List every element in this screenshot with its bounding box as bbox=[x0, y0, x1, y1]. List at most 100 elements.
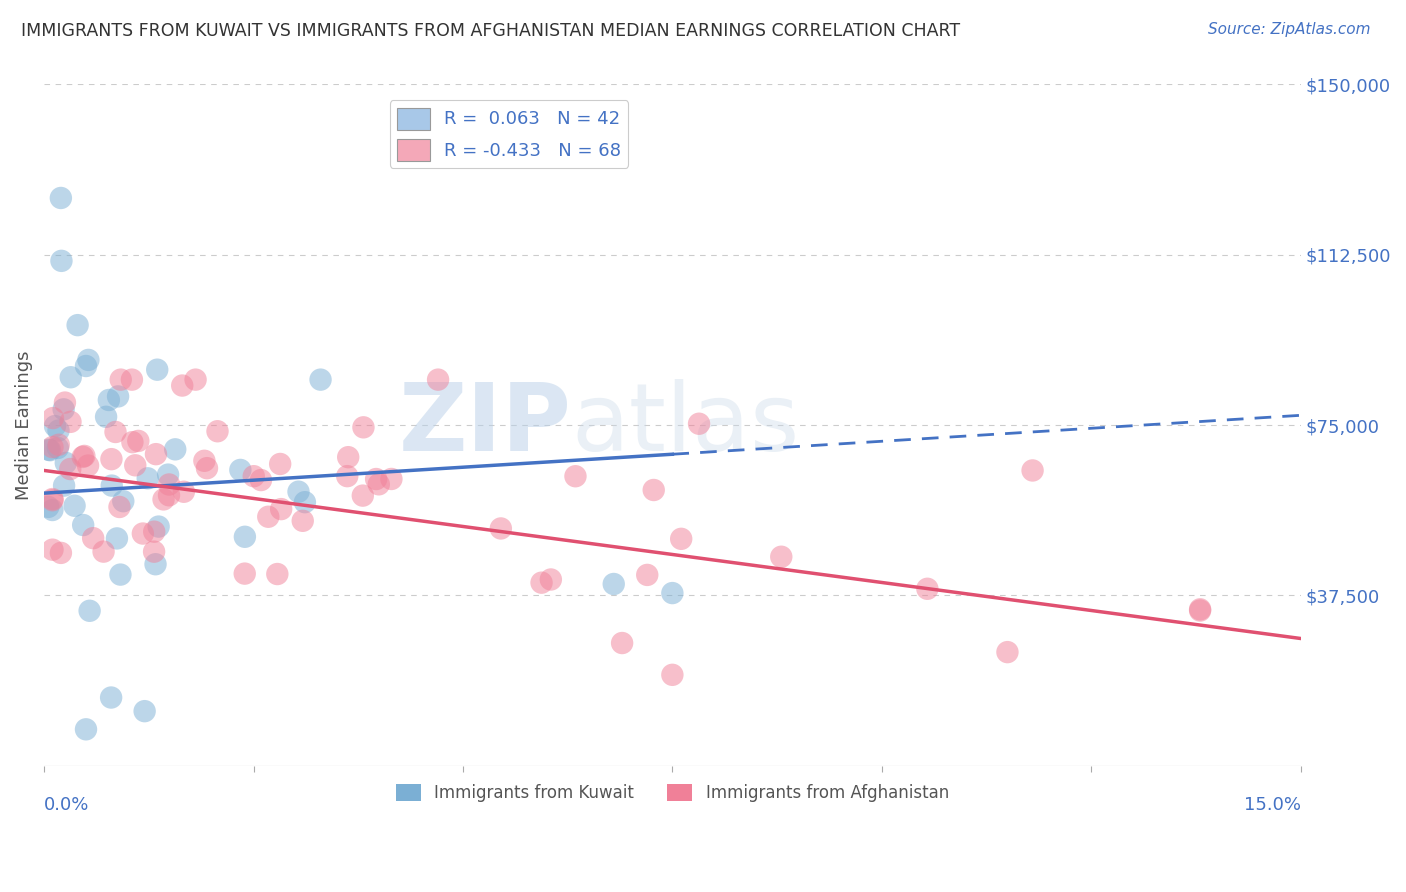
Point bbox=[49, 191, 72, 205]
Point bbox=[52, 402, 75, 417]
Point bbox=[104, 425, 127, 439]
Point bbox=[53, 395, 76, 409]
Point bbox=[165, 442, 187, 457]
Point bbox=[55, 456, 77, 470]
Point bbox=[127, 434, 149, 448]
Point bbox=[77, 458, 100, 473]
Point bbox=[75, 723, 97, 737]
Point bbox=[380, 472, 402, 486]
Point bbox=[530, 575, 553, 590]
Point bbox=[173, 484, 195, 499]
Point bbox=[337, 450, 360, 465]
Point bbox=[94, 409, 117, 424]
Point bbox=[41, 440, 63, 454]
Text: 15.0%: 15.0% bbox=[1244, 797, 1301, 814]
Y-axis label: Median Earnings: Median Earnings bbox=[15, 351, 32, 500]
Point bbox=[489, 521, 512, 535]
Point bbox=[309, 373, 332, 387]
Point bbox=[105, 532, 128, 546]
Point bbox=[39, 443, 62, 458]
Point bbox=[270, 502, 292, 516]
Point bbox=[112, 494, 135, 508]
Point bbox=[63, 499, 86, 513]
Point bbox=[59, 370, 82, 384]
Point bbox=[72, 518, 94, 533]
Point bbox=[195, 461, 218, 475]
Point bbox=[233, 566, 256, 581]
Point bbox=[643, 483, 665, 497]
Point bbox=[603, 577, 626, 591]
Point bbox=[266, 567, 288, 582]
Point bbox=[1021, 463, 1043, 477]
Point bbox=[229, 463, 252, 477]
Point bbox=[48, 424, 70, 438]
Point bbox=[294, 495, 316, 509]
Point bbox=[610, 636, 633, 650]
Point bbox=[291, 514, 314, 528]
Point bbox=[143, 544, 166, 558]
Point bbox=[100, 690, 122, 705]
Point bbox=[72, 450, 94, 464]
Point bbox=[184, 373, 207, 387]
Point bbox=[242, 469, 264, 483]
Point bbox=[688, 417, 710, 431]
Point bbox=[66, 318, 89, 333]
Point bbox=[108, 500, 131, 514]
Point bbox=[152, 492, 174, 507]
Point bbox=[353, 420, 375, 434]
Point bbox=[669, 532, 692, 546]
Point bbox=[100, 452, 122, 467]
Point bbox=[59, 462, 82, 476]
Point bbox=[124, 458, 146, 473]
Point bbox=[134, 704, 156, 718]
Point bbox=[41, 491, 63, 506]
Point bbox=[287, 484, 309, 499]
Point bbox=[540, 573, 562, 587]
Point bbox=[107, 389, 129, 403]
Point bbox=[336, 469, 359, 483]
Legend: Immigrants from Kuwait, Immigrants from Afghanistan: Immigrants from Kuwait, Immigrants from … bbox=[389, 777, 956, 808]
Point bbox=[157, 477, 180, 491]
Point bbox=[250, 473, 273, 487]
Point bbox=[157, 488, 180, 502]
Point bbox=[157, 467, 180, 482]
Point bbox=[79, 604, 101, 618]
Point bbox=[269, 457, 291, 471]
Point bbox=[136, 471, 159, 485]
Point bbox=[917, 582, 939, 596]
Point bbox=[51, 253, 73, 268]
Point bbox=[367, 477, 389, 491]
Point bbox=[143, 524, 166, 539]
Point bbox=[148, 519, 170, 533]
Point bbox=[145, 447, 167, 461]
Point bbox=[1189, 602, 1212, 616]
Point bbox=[73, 449, 96, 463]
Point bbox=[366, 472, 388, 486]
Point bbox=[145, 558, 167, 572]
Point bbox=[100, 478, 122, 492]
Point bbox=[41, 503, 63, 517]
Point bbox=[46, 441, 69, 455]
Text: IMMIGRANTS FROM KUWAIT VS IMMIGRANTS FROM AFGHANISTAN MEDIAN EARNINGS CORRELATIO: IMMIGRANTS FROM KUWAIT VS IMMIGRANTS FRO… bbox=[21, 22, 960, 40]
Point bbox=[37, 500, 59, 514]
Point bbox=[75, 359, 97, 373]
Text: atlas: atlas bbox=[572, 379, 800, 471]
Point bbox=[42, 411, 65, 425]
Point bbox=[193, 454, 215, 468]
Point bbox=[93, 544, 115, 558]
Point bbox=[661, 668, 683, 682]
Point bbox=[661, 586, 683, 600]
Point bbox=[257, 509, 280, 524]
Text: 0.0%: 0.0% bbox=[44, 797, 90, 814]
Point bbox=[132, 526, 155, 541]
Point bbox=[110, 567, 132, 582]
Point bbox=[636, 568, 658, 582]
Point bbox=[59, 415, 82, 429]
Point bbox=[82, 531, 104, 545]
Point bbox=[53, 478, 76, 492]
Point bbox=[110, 373, 132, 387]
Point bbox=[207, 424, 229, 438]
Point bbox=[121, 373, 143, 387]
Point bbox=[564, 469, 586, 483]
Point bbox=[427, 373, 450, 387]
